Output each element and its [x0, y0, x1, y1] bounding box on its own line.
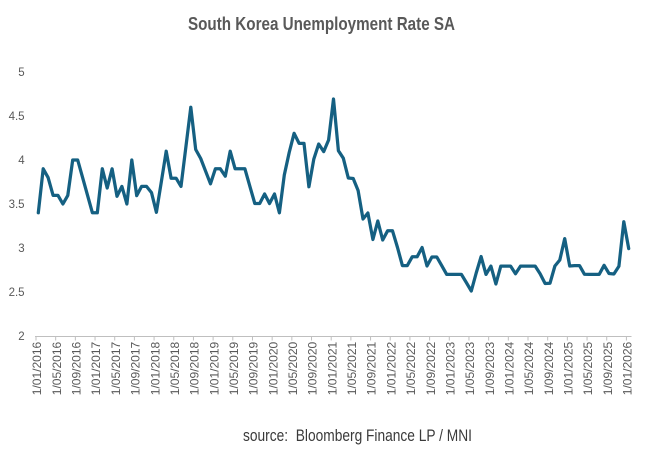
svg-text:1/09/2020: 1/09/2020 — [306, 341, 320, 395]
svg-text:2.5: 2.5 — [9, 287, 25, 299]
svg-text:1/09/2025: 1/09/2025 — [601, 341, 615, 395]
svg-text:1/01/2025: 1/01/2025 — [562, 341, 576, 395]
svg-text:1/09/2018: 1/09/2018 — [188, 341, 202, 395]
svg-text:1/05/2024: 1/05/2024 — [522, 341, 536, 395]
svg-text:1/09/2016: 1/09/2016 — [70, 341, 84, 395]
svg-text:5: 5 — [18, 67, 24, 79]
svg-text:3: 3 — [18, 243, 24, 255]
svg-text:1/01/2024: 1/01/2024 — [503, 341, 517, 395]
svg-text:4.5: 4.5 — [9, 111, 25, 123]
svg-text:South Korea Unemployment Rate: South Korea Unemployment Rate SA — [188, 14, 455, 34]
svg-text:1/01/2018: 1/01/2018 — [148, 341, 162, 395]
svg-text:1/01/2021: 1/01/2021 — [325, 341, 339, 395]
svg-text:1/01/2026: 1/01/2026 — [621, 341, 635, 395]
svg-text:1/01/2023: 1/01/2023 — [443, 341, 457, 395]
svg-text:1/09/2019: 1/09/2019 — [247, 341, 261, 395]
svg-text:1/01/2017: 1/01/2017 — [89, 341, 103, 395]
svg-text:1/05/2018: 1/05/2018 — [168, 341, 182, 395]
svg-text:1/09/2021: 1/09/2021 — [365, 341, 379, 395]
svg-text:1/01/2016: 1/01/2016 — [30, 341, 44, 395]
svg-text:1/05/2021: 1/05/2021 — [345, 341, 359, 395]
svg-text:1/01/2022: 1/01/2022 — [384, 341, 398, 395]
svg-text:1/05/2022: 1/05/2022 — [404, 341, 418, 395]
svg-text:1/09/2023: 1/09/2023 — [483, 341, 497, 395]
svg-text:1/01/2019: 1/01/2019 — [207, 341, 221, 395]
svg-text:1/05/2020: 1/05/2020 — [286, 341, 300, 395]
svg-text:1/01/2020: 1/01/2020 — [266, 341, 280, 395]
svg-text:1/05/2025: 1/05/2025 — [581, 341, 595, 395]
svg-text:4: 4 — [18, 155, 25, 167]
svg-text:source: Bloomberg Finance LP: source: Bloomberg Finance LP / MNI — [243, 426, 472, 445]
svg-text:1/09/2024: 1/09/2024 — [542, 341, 556, 395]
svg-text:1/05/2017: 1/05/2017 — [109, 341, 123, 395]
svg-text:1/05/2023: 1/05/2023 — [463, 341, 477, 395]
svg-text:1/09/2017: 1/09/2017 — [129, 341, 143, 395]
svg-text:1/05/2019: 1/05/2019 — [227, 341, 241, 395]
svg-text:2: 2 — [18, 331, 24, 343]
svg-text:1/09/2022: 1/09/2022 — [424, 341, 438, 395]
svg-text:3.5: 3.5 — [9, 199, 25, 211]
svg-text:1/05/2016: 1/05/2016 — [50, 341, 64, 395]
